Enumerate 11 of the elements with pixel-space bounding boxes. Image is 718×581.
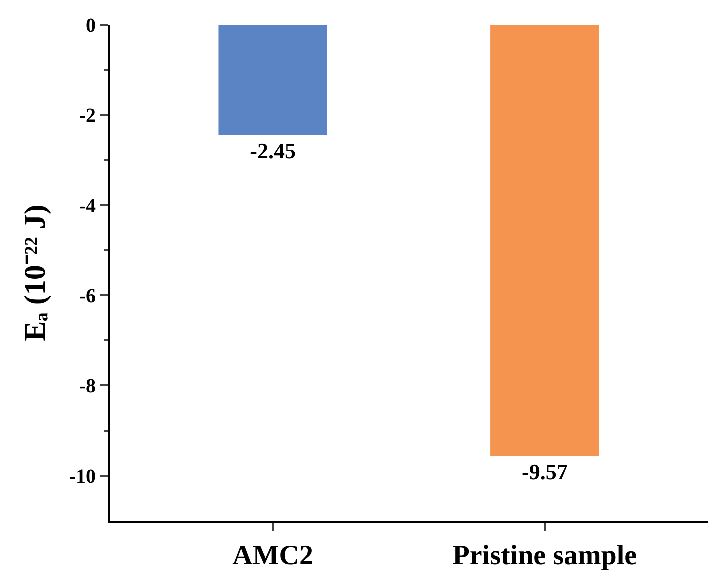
y-tick-label: -6: [79, 286, 96, 308]
x-tick-label: Pristine sample: [452, 540, 638, 572]
data-label: -2.45: [250, 138, 296, 164]
y-tick-label: -10: [69, 466, 96, 488]
y-tick-label: 0: [86, 15, 96, 37]
y-tick-label: -2: [79, 105, 96, 128]
data-label: -9.57: [522, 460, 568, 485]
y-axis-title: Eₐ (10⁻²² J): [18, 204, 52, 342]
x-tick-label: AMC2: [232, 540, 314, 572]
y-tick-label: -8: [79, 376, 96, 398]
y-tick-label: -4: [79, 195, 96, 218]
